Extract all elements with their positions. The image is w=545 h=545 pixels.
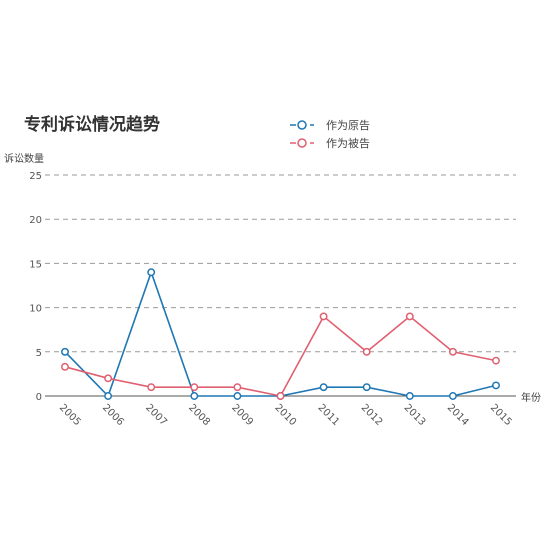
series-lines — [64, 269, 497, 398]
y-tick-label: 5 — [36, 348, 42, 359]
data-point — [233, 392, 242, 400]
data-point — [319, 383, 328, 392]
x-tick-label: 2005 — [57, 402, 83, 428]
x-tick-label: 2014 — [445, 402, 471, 428]
data-point — [448, 392, 457, 400]
data-point — [448, 347, 457, 356]
series-line-1 — [64, 315, 497, 397]
data-point — [405, 392, 414, 400]
data-point — [492, 381, 500, 390]
y-axis-ticks: 0 5 10 15 20 25 — [29, 171, 42, 403]
data-point — [190, 383, 199, 392]
gridlines — [45, 174, 516, 397]
data-point — [147, 268, 156, 277]
data-point — [362, 383, 371, 392]
x-axis-ticks: 2005 2006 2007 2008 2009 2010 2011 2012 2013 2014… — [57, 402, 514, 428]
data-point — [492, 356, 500, 365]
x-tick-label: 2006 — [100, 402, 126, 428]
data-point — [362, 347, 371, 356]
legend-label-1: 作为被告 — [326, 137, 370, 150]
y-axis-label: 诉讼数量 — [4, 152, 44, 165]
x-tick-label: 2015 — [488, 402, 514, 428]
data-point — [104, 392, 113, 400]
legend-label-0: 作为原告 — [326, 119, 370, 132]
series-points — [61, 268, 500, 400]
data-point — [405, 312, 414, 321]
x-tick-label: 2013 — [402, 402, 428, 428]
x-tick-label: 2012 — [359, 402, 385, 428]
y-tick-label: 0 — [36, 392, 42, 403]
y-tick-label: 20 — [29, 215, 42, 226]
x-axis-label: 年份 — [521, 391, 541, 404]
data-point — [104, 374, 113, 383]
x-tick-label: 2011 — [315, 402, 341, 428]
data-point — [319, 312, 328, 321]
data-point — [190, 392, 199, 400]
legend-marker-0 — [297, 120, 307, 130]
x-tick-label: 2009 — [229, 402, 255, 428]
y-tick-label: 10 — [29, 304, 42, 315]
data-point — [276, 392, 285, 400]
y-tick-label: 25 — [29, 171, 42, 182]
x-tick-label: 2010 — [272, 402, 298, 428]
x-tick-label: 2007 — [143, 402, 169, 428]
x-tick-label: 2008 — [186, 402, 212, 428]
chart-title: 专利诉讼情况趋势 — [24, 114, 160, 135]
data-point — [147, 383, 156, 392]
data-point — [233, 383, 242, 392]
legend-marker-1 — [297, 138, 307, 148]
data-point — [61, 362, 69, 371]
data-point — [61, 347, 69, 356]
y-tick-label: 15 — [29, 259, 42, 270]
